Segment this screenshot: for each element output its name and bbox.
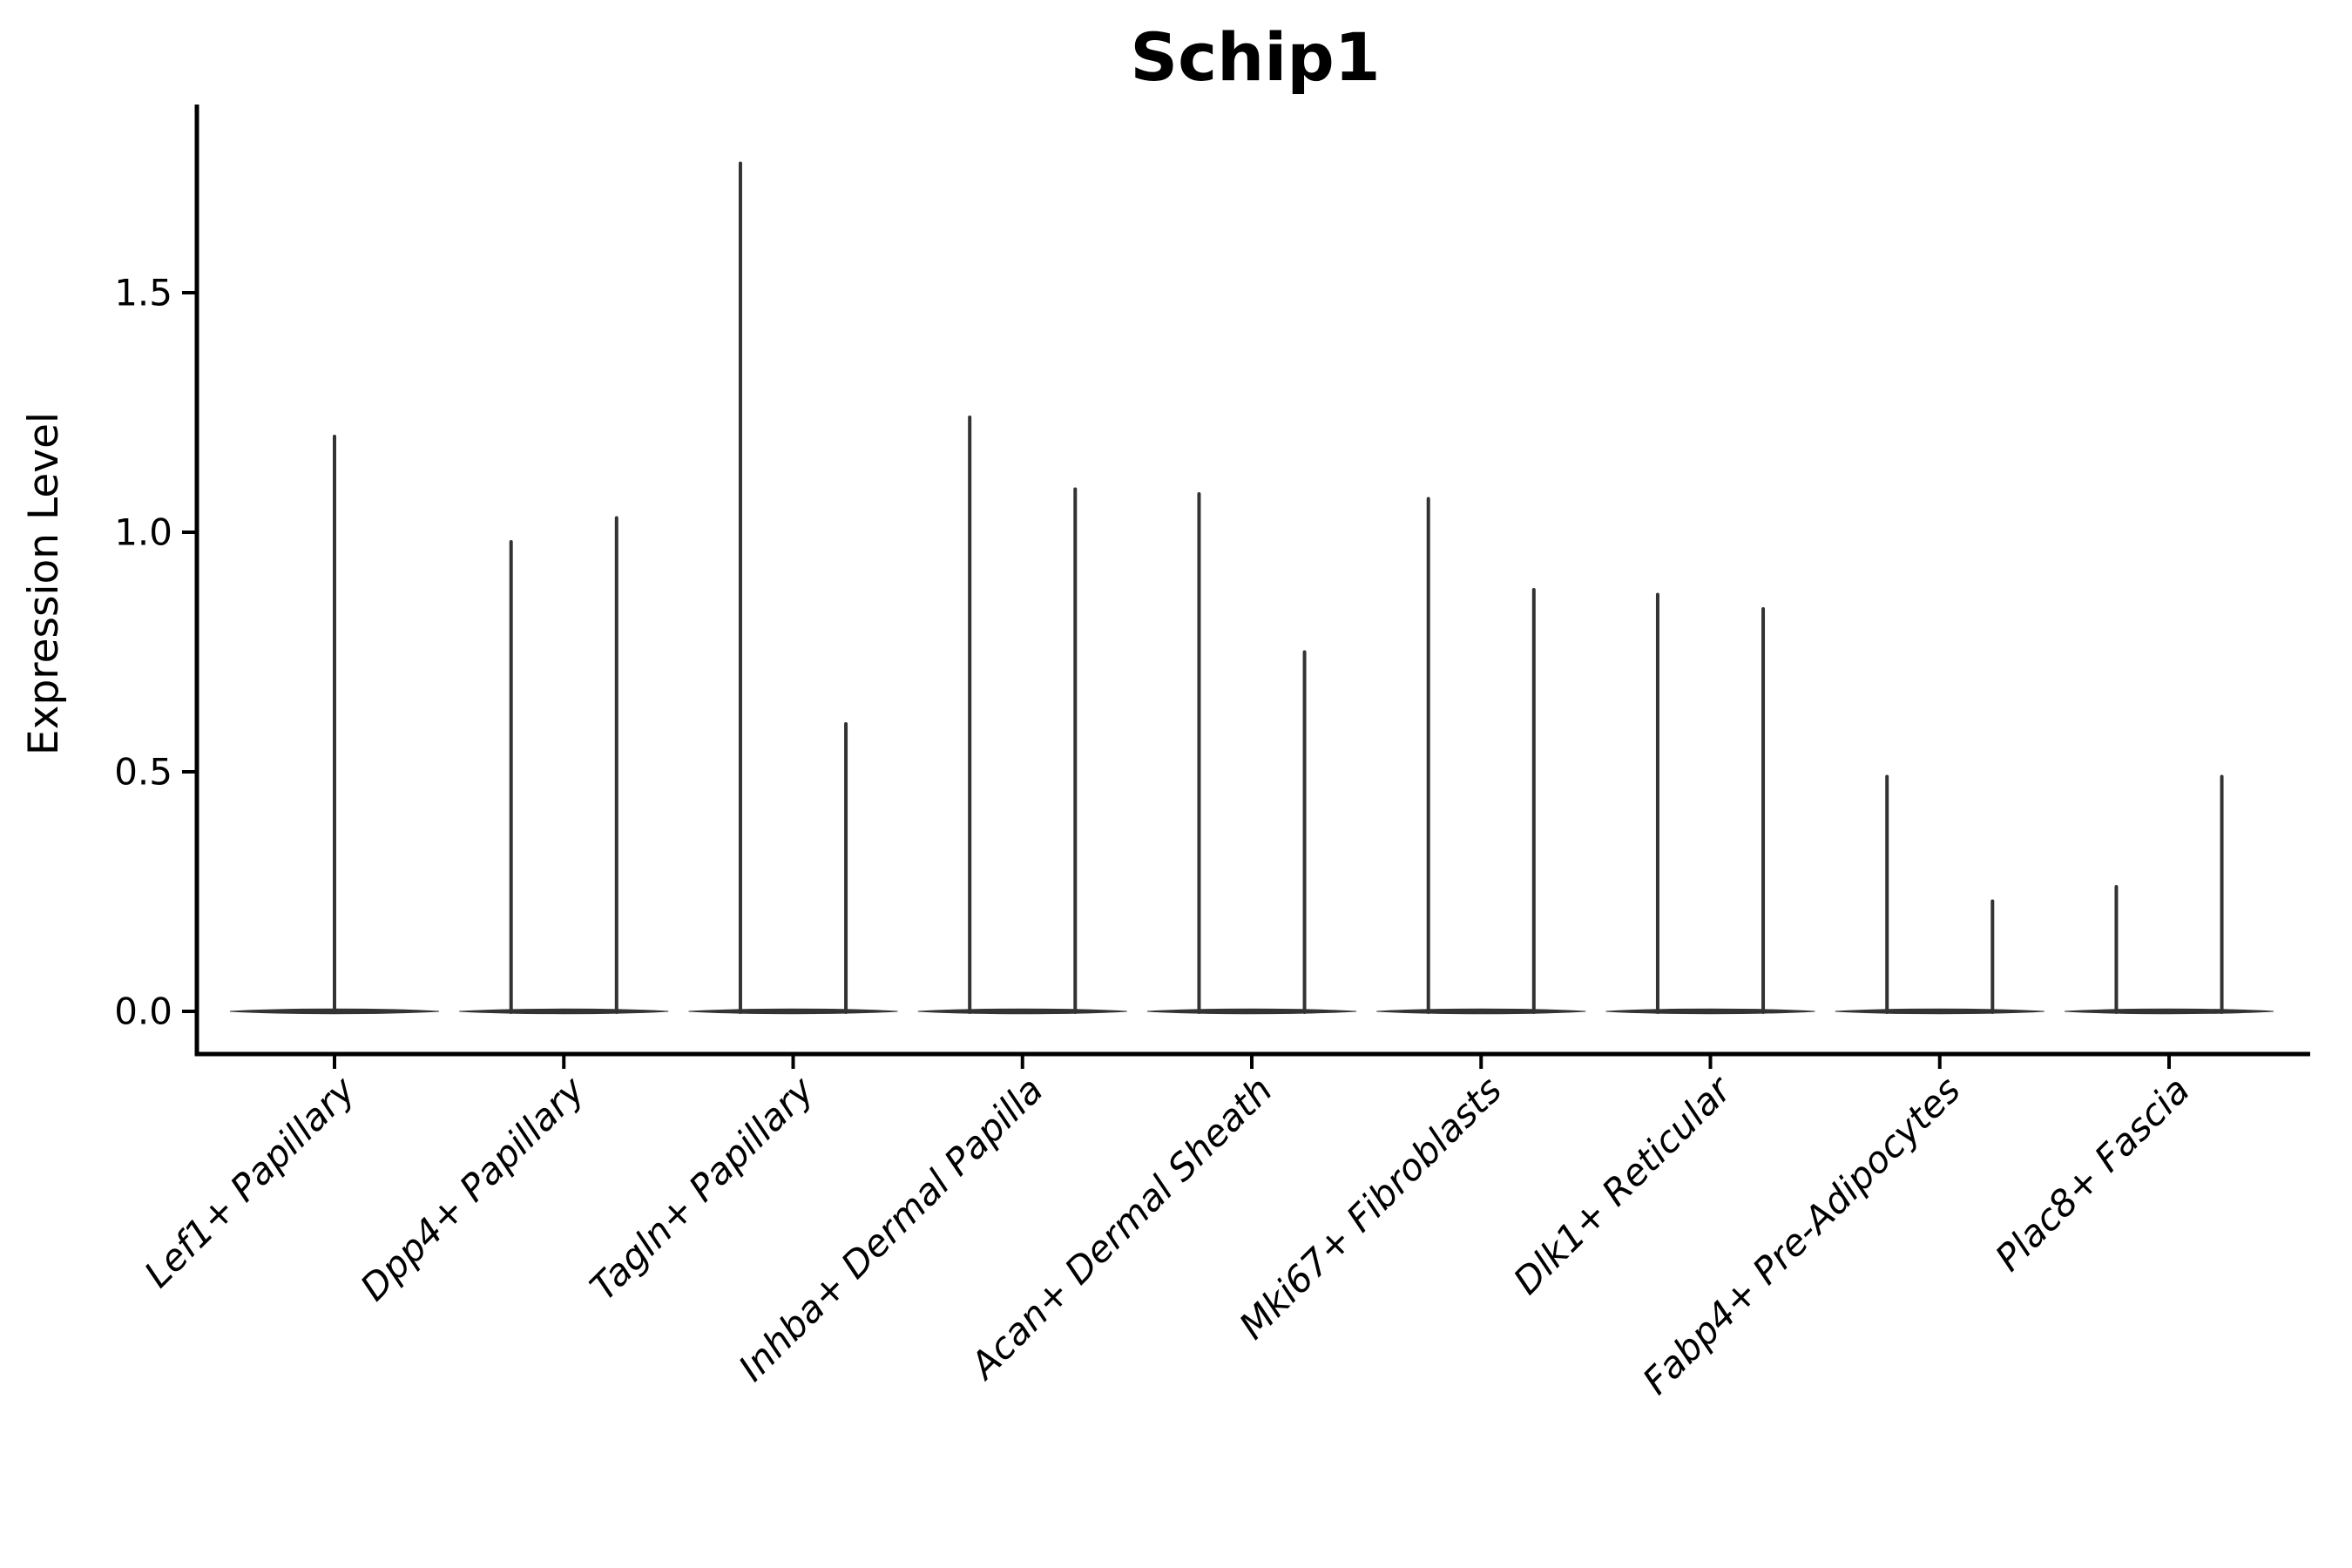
violin-baseline bbox=[1835, 1008, 2044, 1015]
y-tick-label: 1.5 bbox=[114, 272, 172, 314]
x-tick-label: Lef1+ Papillary bbox=[136, 1068, 364, 1296]
x-tick-label: Plac8+ Fascia bbox=[1987, 1068, 2198, 1279]
y-tick-label: 0.0 bbox=[114, 990, 172, 1033]
violin-baseline bbox=[1605, 1008, 1815, 1015]
violin-baseline bbox=[459, 1008, 669, 1015]
y-tick-label: 0.5 bbox=[114, 751, 172, 794]
y-tick-label: 1.0 bbox=[114, 511, 172, 554]
violin-baseline bbox=[1376, 1008, 1586, 1015]
violin-baseline bbox=[2064, 1008, 2274, 1015]
violin-baseline bbox=[1146, 1008, 1357, 1015]
y-axis-label: Expression Level bbox=[20, 412, 68, 755]
x-tick-label: Dpp4+ Papillary bbox=[352, 1068, 593, 1309]
chart-title: Schip1 bbox=[1130, 18, 1380, 96]
x-tick-label: Dlk1+ Reticular bbox=[1505, 1066, 1741, 1302]
x-tick-label: Tagln+ Papillary bbox=[582, 1068, 823, 1309]
violin-baseline bbox=[688, 1008, 898, 1015]
violin-baseline bbox=[917, 1008, 1127, 1015]
x-tick-label: Mki67+ Fibroblasts bbox=[1231, 1068, 1510, 1347]
